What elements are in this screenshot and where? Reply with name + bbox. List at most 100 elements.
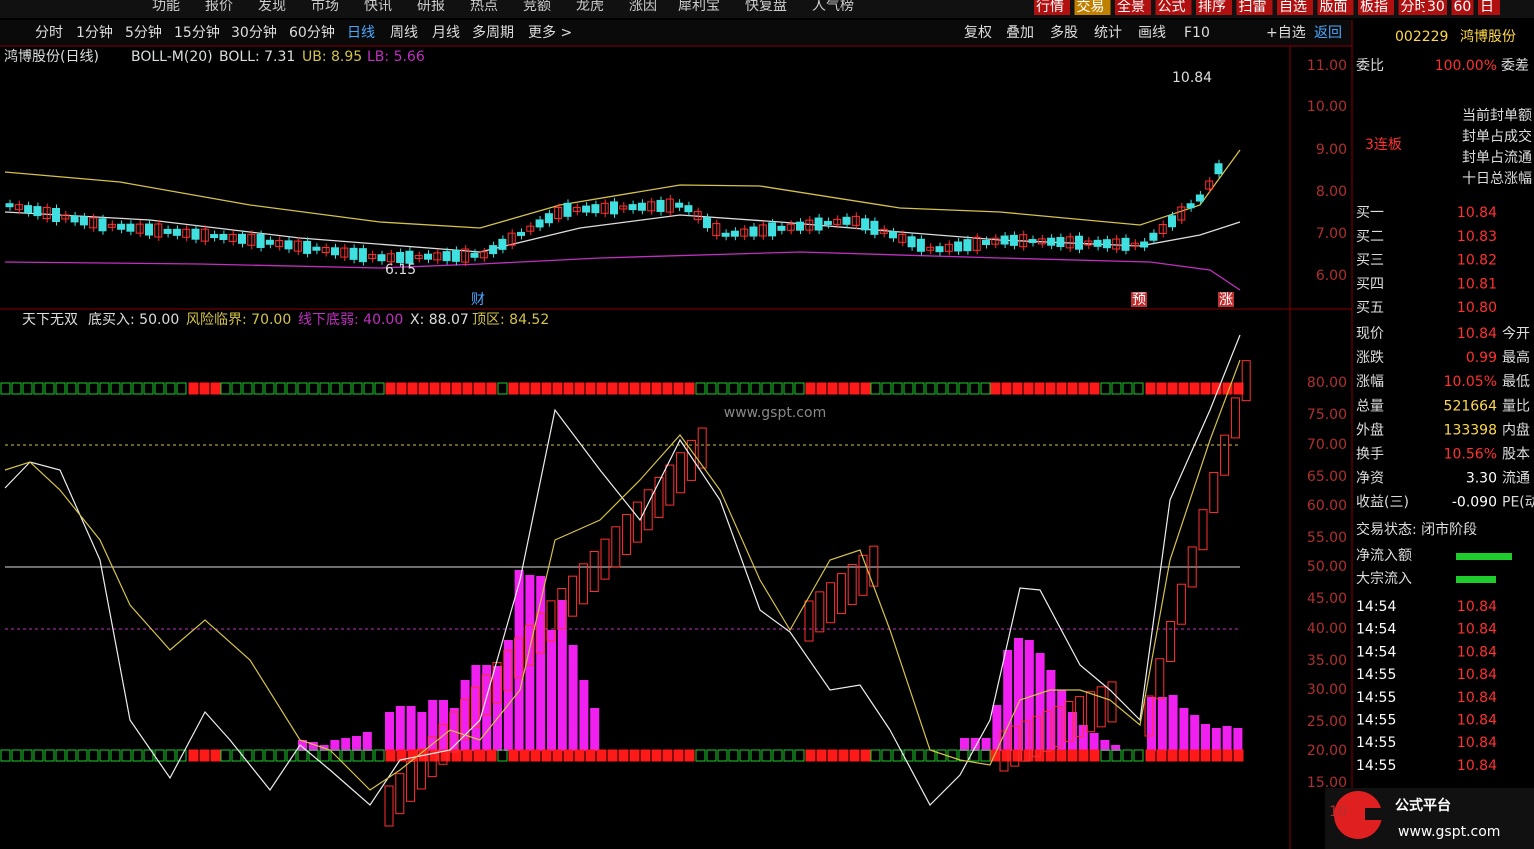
- period-tab[interactable]: 30分钟: [231, 24, 277, 41]
- strip-cell: [629, 749, 640, 762]
- trade-state: 交易状态: 闭市阶段: [1356, 521, 1477, 538]
- candle: [721, 232, 730, 237]
- stat-label: 涨跌: [1356, 350, 1384, 366]
- top-button-label[interactable]: 全景: [1117, 0, 1145, 15]
- top-button-label[interactable]: 30: [1427, 0, 1445, 15]
- top-button-label[interactable]: 60: [1454, 0, 1472, 15]
- hist-bar: [590, 708, 600, 751]
- candle: [777, 225, 786, 231]
- hist-bar: [557, 600, 567, 751]
- hist-bar: [503, 640, 513, 751]
- top-button-label[interactable]: 日: [1480, 0, 1494, 15]
- menu-item: 功能: [152, 0, 180, 14]
- strip-cell: [188, 749, 199, 762]
- period-tab[interactable]: 更多 >: [528, 24, 572, 41]
- indicator-tick: 30.00: [1307, 682, 1347, 698]
- rise-bar: [589, 550, 599, 592]
- top-button-label[interactable]: 交易: [1077, 0, 1105, 15]
- candle: [1028, 239, 1037, 244]
- candle: [1205, 180, 1214, 190]
- strip-cell: [1200, 382, 1211, 395]
- candle: [238, 233, 246, 244]
- tool-button[interactable]: +自选: [1266, 25, 1306, 41]
- period-tab[interactable]: 月线: [432, 25, 460, 41]
- tool-button[interactable]: 返回: [1314, 25, 1342, 41]
- strip-cell: [286, 382, 297, 395]
- period-tab[interactable]: 5分钟: [125, 24, 162, 41]
- candle: [191, 228, 200, 240]
- stat-value: 3.30: [1466, 471, 1497, 487]
- strip-cell: [980, 382, 991, 395]
- candle: [879, 228, 888, 234]
- board: 3连板: [1365, 137, 1402, 153]
- period-tab[interactable]: 1分钟: [76, 24, 113, 41]
- menu-item: 竞额: [523, 0, 551, 14]
- top-button-label[interactable]: 板指: [1360, 0, 1388, 15]
- strip-cell: [440, 382, 451, 395]
- top-button-label[interactable]: 自选: [1279, 0, 1307, 15]
- candle: [1019, 234, 1028, 248]
- strip-cell: [695, 382, 706, 395]
- tool-button[interactable]: 多股: [1050, 24, 1078, 41]
- bid-label: 买五: [1356, 300, 1384, 316]
- top-button-label[interactable]: 分时: [1401, 0, 1429, 15]
- rise-bar: [847, 563, 857, 605]
- period-tab[interactable]: 60分钟: [289, 24, 335, 41]
- strip-cell: [618, 382, 629, 395]
- flow-bar: [1456, 553, 1512, 560]
- logo-icon-cut: [1365, 808, 1395, 820]
- indicator-tick: 65.00: [1307, 469, 1347, 485]
- hist-bar: [1211, 728, 1221, 751]
- period-tab[interactable]: 周线: [390, 25, 418, 41]
- candle: [303, 240, 312, 254]
- strip-cell: [706, 382, 717, 395]
- candle: [14, 204, 23, 211]
- period-tab[interactable]: 分时: [35, 25, 63, 41]
- strip-cell: [827, 382, 838, 395]
- candle: [1009, 234, 1018, 246]
- tool-button[interactable]: 统计: [1094, 25, 1122, 41]
- period-tab[interactable]: 15分钟: [174, 24, 220, 41]
- top-button-label[interactable]: 排序: [1198, 0, 1226, 15]
- candle: [591, 204, 600, 214]
- top-button-label[interactable]: 公式: [1158, 0, 1186, 15]
- strip-cell: [363, 749, 374, 762]
- tick-time: 14:54: [1356, 622, 1396, 638]
- strip-cell: [352, 749, 363, 762]
- top-button-label[interactable]: 版面: [1320, 0, 1348, 15]
- strip-cell: [914, 382, 925, 395]
- hist-bar: [1179, 708, 1189, 751]
- strip-cell: [1167, 749, 1178, 762]
- strip-cell: [969, 382, 980, 395]
- tool-button[interactable]: F10: [1184, 25, 1210, 41]
- menu-item: 人气榜: [812, 0, 854, 14]
- hist-bar: [460, 680, 470, 751]
- strip-cell: [176, 382, 187, 395]
- hist-bar: [1168, 695, 1178, 751]
- tool-button[interactable]: 叠加: [1006, 25, 1034, 41]
- candle: [935, 246, 944, 253]
- menu-item: 报价: [205, 0, 233, 14]
- bid-label: 买四: [1356, 276, 1384, 292]
- tool-button[interactable]: 复权: [964, 24, 992, 41]
- candle: [331, 247, 339, 256]
- rise-bar: [535, 612, 545, 654]
- strip-cell: [110, 382, 121, 395]
- strip-cell: [220, 749, 231, 762]
- rise-bar: [1187, 546, 1197, 588]
- strip-cell: [286, 749, 297, 762]
- period-tab[interactable]: 多周期: [472, 24, 514, 41]
- candle: [1121, 237, 1130, 251]
- stat-label: 流通: [1502, 471, 1530, 487]
- strip-cell: [761, 382, 772, 395]
- tool-button[interactable]: 画线: [1138, 25, 1166, 41]
- strip-cell: [462, 382, 473, 395]
- stat-label: 换手: [1356, 446, 1384, 463]
- period-tab[interactable]: 日线: [347, 25, 375, 41]
- slow-line: [4, 359, 1241, 791]
- strip-cell: [77, 382, 88, 395]
- top-button-label[interactable]: 扫雷: [1239, 0, 1267, 15]
- strip-cell: [253, 382, 264, 395]
- event-mark: [1131, 292, 1147, 307]
- top-button-label[interactable]: 行情: [1036, 0, 1064, 15]
